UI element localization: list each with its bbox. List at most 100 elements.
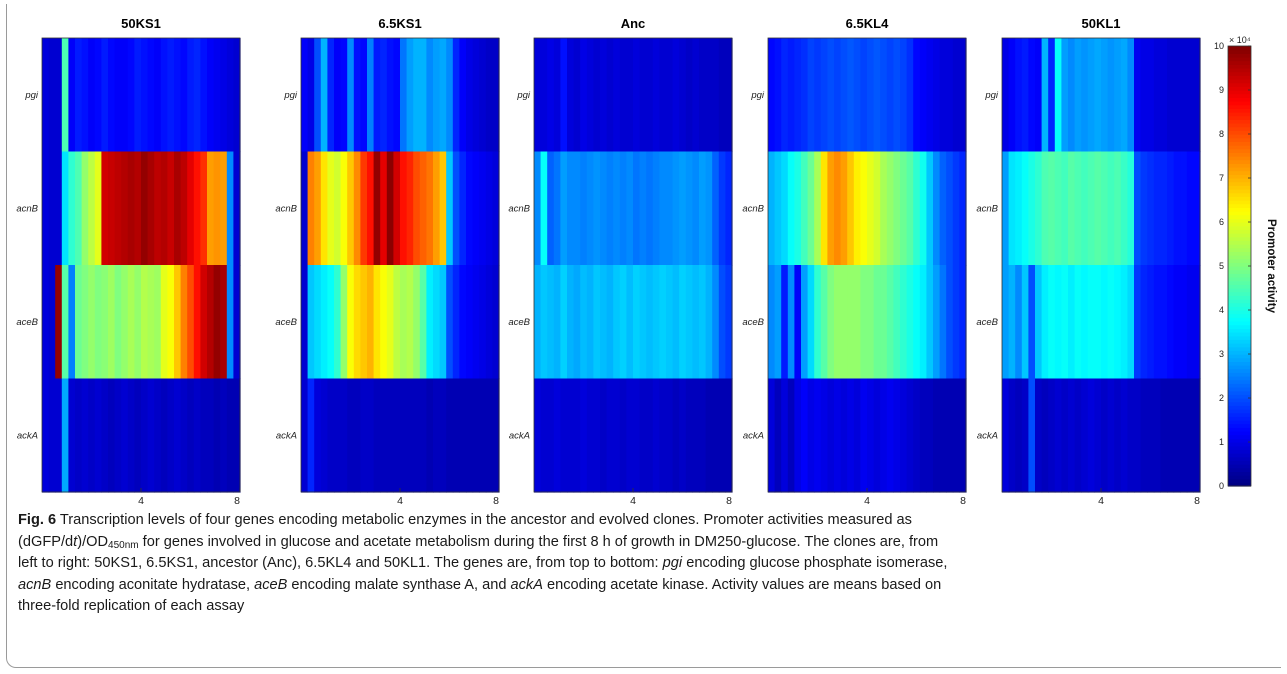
heatmap-cell — [886, 38, 894, 153]
caption-text: (dGFP/d — [18, 533, 74, 550]
colorbar-step — [1228, 200, 1251, 205]
heatmap-cell — [906, 151, 914, 266]
heatmap-cell — [1015, 38, 1023, 153]
colorbar-step — [1228, 280, 1251, 285]
caption-italic: t — [73, 533, 78, 550]
heatmap-cell — [1167, 151, 1175, 266]
heatmap-cell — [1173, 378, 1181, 493]
colorbar-step — [1228, 460, 1251, 465]
heatmap-cell — [459, 265, 467, 380]
heatmap-cell — [466, 378, 474, 493]
heatmap-cell — [127, 151, 135, 266]
heatmap-cell — [433, 38, 441, 153]
heatmap-cell — [834, 38, 842, 153]
heatmap-cell — [1127, 151, 1135, 266]
heatmap-cell — [801, 378, 809, 493]
heatmap-cell — [685, 265, 693, 380]
gene-name: ackA — [510, 576, 543, 593]
heatmap-cell — [787, 265, 795, 380]
heatmap-cell — [160, 38, 168, 153]
colorbar-step — [1228, 126, 1251, 131]
caption-text: left to right: 50KS1, 6.5KS1, ancestor (… — [18, 555, 663, 571]
heatmap-cell — [174, 151, 182, 266]
heatmap-cell — [307, 265, 315, 380]
heatmap-cell — [699, 38, 707, 153]
colorbar-tick-label: 8 — [1219, 129, 1224, 139]
heatmap-cell — [946, 378, 954, 493]
heatmap-cell — [1140, 38, 1148, 153]
gene-label: ackA — [743, 430, 764, 441]
heatmap-cell — [154, 265, 162, 380]
heatmap-cell — [1107, 38, 1115, 153]
heatmap-cell — [1140, 151, 1148, 266]
colorbar-step — [1228, 196, 1251, 201]
heatmap-cell — [606, 38, 614, 153]
heatmap-cell — [472, 38, 480, 153]
colorbar-step — [1228, 412, 1251, 417]
heatmap-cell — [1087, 38, 1095, 153]
heatmap-cell — [652, 38, 660, 153]
heatmap-cell — [534, 151, 542, 266]
heatmap-cell — [900, 151, 908, 266]
heatmap-cell — [380, 151, 388, 266]
heatmap-panel: AncpgiacnBaceBackA48Time (h) — [508, 16, 733, 505]
colorbar-step — [1228, 174, 1251, 179]
heatmap-cell — [226, 378, 234, 493]
heatmap-cell — [439, 378, 447, 493]
heatmap-cell — [134, 151, 142, 266]
heatmap-cell — [101, 151, 109, 266]
heatmap-cell — [547, 38, 555, 153]
heatmap-cell — [68, 38, 76, 153]
heatmap-cell — [426, 151, 434, 266]
heatmap-cell — [626, 151, 634, 266]
heatmap-cell — [180, 378, 188, 493]
heatmap-cell — [121, 38, 129, 153]
panel-title: Anc — [621, 16, 646, 31]
heatmap-cell — [426, 38, 434, 153]
heatmap-cell — [114, 265, 122, 380]
colorbar-step — [1228, 75, 1251, 80]
heatmap-cell — [705, 265, 713, 380]
heatmap-cell — [573, 151, 581, 266]
heatmap-cell — [207, 378, 215, 493]
heatmap-cell — [367, 265, 375, 380]
heatmap-cell — [419, 38, 427, 153]
heatmap-cell — [393, 378, 401, 493]
heatmap-cell — [213, 38, 221, 153]
heatmap-cell — [88, 151, 96, 266]
heatmap-cell — [406, 265, 414, 380]
heatmap-cell — [42, 378, 50, 493]
heatmap-cell — [334, 151, 342, 266]
heatmap-cell — [1028, 38, 1036, 153]
x-tick-label: 4 — [1098, 495, 1104, 505]
heatmap-cell — [360, 378, 368, 493]
colorbar-step — [1228, 456, 1251, 461]
heatmap-cell — [340, 38, 348, 153]
heatmap-cell — [1068, 378, 1076, 493]
heatmap-cell — [586, 38, 594, 153]
heatmap-cell — [827, 38, 835, 153]
heatmap-cell — [959, 378, 967, 493]
heatmap-cell — [360, 38, 368, 153]
heatmap-cell — [426, 265, 434, 380]
heatmap-cell — [906, 265, 914, 380]
heatmap-cell — [452, 38, 460, 153]
heatmap-cell — [718, 378, 726, 493]
heatmap-cell — [485, 151, 493, 266]
heatmap-cell — [147, 265, 155, 380]
heatmap-cell — [42, 38, 50, 153]
heatmap-cell — [320, 265, 328, 380]
heatmap-cell — [61, 265, 69, 380]
heatmap-cell — [207, 265, 215, 380]
heatmap-cell — [48, 38, 56, 153]
heatmap-cell — [781, 265, 789, 380]
heatmap-cell — [613, 378, 621, 493]
heatmap-cell — [121, 378, 129, 493]
heatmap-cell — [1140, 265, 1148, 380]
caption-line-1: Fig. 6 Transcription levels of four gene… — [18, 510, 1268, 532]
heatmap-cell — [692, 265, 700, 380]
heatmap-cell — [1193, 378, 1201, 493]
heatmap-cell — [141, 38, 149, 153]
heatmap-cell — [466, 265, 474, 380]
heatmap-cell — [781, 378, 789, 493]
